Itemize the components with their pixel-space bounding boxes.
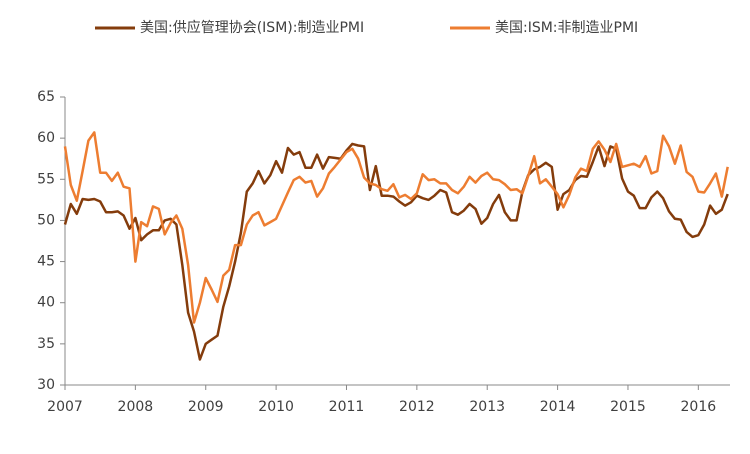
y-tick-label: 60 <box>37 130 55 146</box>
x-tick-label: 2008 <box>118 399 154 415</box>
x-tick-label: 2007 <box>47 399 83 415</box>
x-tick-label: 2010 <box>258 399 294 415</box>
y-tick-label: 40 <box>37 295 55 311</box>
legend-label: 美国:ISM:非制造业PMI <box>495 20 638 36</box>
x-tick-label: 2011 <box>329 399 365 415</box>
x-tick-label: 2009 <box>188 399 224 415</box>
x-tick-label: 2015 <box>610 399 646 415</box>
series-line <box>63 131 729 324</box>
y-tick-label: 30 <box>37 377 55 393</box>
x-tick-label: 2013 <box>469 399 505 415</box>
y-tick-label: 45 <box>37 254 55 270</box>
x-tick-label: 2016 <box>681 399 717 415</box>
x-tick-label: 2012 <box>399 399 435 415</box>
y-tick-label: 35 <box>37 336 55 352</box>
y-tick-label: 50 <box>37 212 55 228</box>
legend-label: 美国:供应管理协会(ISM):制造业PMI <box>140 19 364 36</box>
series-line <box>63 142 729 361</box>
y-tick-label: 55 <box>37 171 55 187</box>
x-tick-label: 2014 <box>540 399 576 415</box>
y-tick-label: 65 <box>37 89 55 105</box>
